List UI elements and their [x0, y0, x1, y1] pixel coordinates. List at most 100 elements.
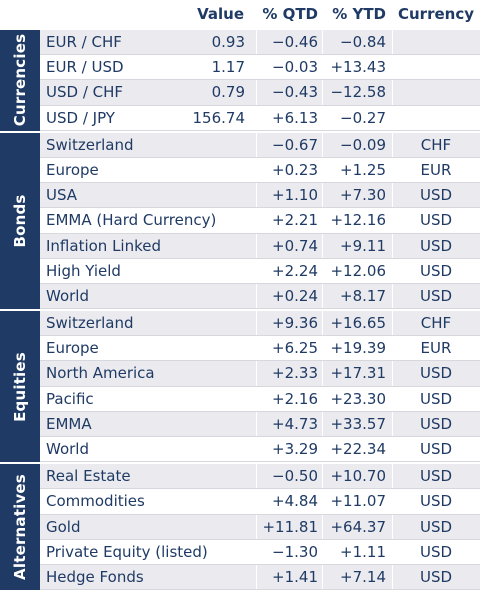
row-qtd: +0.24	[272, 286, 318, 305]
table-row: World +0.24 +8.17 USD	[40, 283, 480, 310]
row-name: World	[46, 286, 89, 305]
column-divider	[322, 258, 323, 284]
table-row: High Yield +2.24 +12.06 USD	[40, 258, 480, 284]
row-currency: USD	[419, 186, 453, 205]
row-name: Switzerland	[46, 314, 134, 333]
header-value: Value	[197, 5, 244, 23]
column-divider	[392, 80, 393, 106]
section-label: Alternatives	[11, 474, 29, 581]
section-bonds: Bonds Switzerland −0.67 −0.09 CHF Europe +0.23…	[0, 132, 480, 310]
row-name: Hedge Fonds	[46, 567, 144, 586]
table-row: World +3.29 +22.34 USD	[40, 437, 480, 463]
row-ytd: +64.37	[330, 517, 386, 536]
row-qtd: +2.21	[272, 211, 318, 230]
row-divider	[40, 513, 480, 515]
table-row: Hedge Fonds +1.41 +7.14 USD	[40, 564, 480, 591]
column-divider	[256, 564, 257, 591]
row-divider	[40, 79, 480, 81]
column-divider	[256, 489, 257, 515]
column-divider	[392, 183, 393, 209]
row-name: USD / JPY	[46, 108, 115, 127]
row-qtd: +11.81	[262, 517, 318, 536]
section-side-bar: Alternatives	[0, 464, 40, 591]
row-currency: EUR	[420, 160, 452, 179]
row-qtd: +4.84	[272, 492, 318, 511]
row-qtd: +1.10	[272, 186, 318, 205]
row-ytd: +7.14	[340, 567, 386, 586]
row-qtd: +6.25	[272, 339, 318, 358]
row-ytd: +12.06	[330, 261, 386, 280]
row-currency: USD	[419, 414, 453, 433]
column-divider	[322, 208, 323, 234]
column-divider	[322, 564, 323, 591]
column-divider	[392, 233, 393, 259]
column-divider	[256, 208, 257, 234]
row-qtd: +6.13	[272, 108, 318, 127]
row-qtd: +4.73	[272, 414, 318, 433]
row-currency: USD	[419, 467, 453, 486]
row-ytd: +10.70	[330, 467, 386, 486]
row-divider	[40, 335, 480, 337]
row-currency: USD	[419, 542, 453, 561]
row-name: Private Equity (listed)	[46, 542, 208, 561]
column-divider	[322, 539, 323, 565]
column-divider	[392, 283, 393, 310]
section-label: Bonds	[11, 194, 29, 248]
row-name: North America	[46, 364, 155, 383]
row-name: Inflation Linked	[46, 236, 162, 255]
column-divider	[322, 437, 323, 463]
row-currency: USD	[419, 389, 453, 408]
column-divider	[256, 311, 257, 337]
column-divider	[256, 105, 257, 131]
column-divider	[392, 30, 393, 56]
column-divider	[392, 361, 393, 387]
row-name: Commodities	[46, 492, 145, 511]
row-currency: USD	[419, 286, 453, 305]
row-ytd: +7.30	[340, 186, 386, 205]
row-divider	[40, 308, 480, 310]
table-row: Pacific +2.16 +23.30 USD	[40, 386, 480, 412]
row-divider	[40, 589, 480, 591]
row-divider	[40, 385, 480, 387]
row-name: EMMA (Hard Currency)	[46, 211, 217, 230]
row-ytd: −0.27	[340, 108, 386, 127]
column-divider	[392, 157, 393, 184]
header-qtd: % QTD	[262, 5, 318, 23]
section-label: Equities	[11, 351, 29, 422]
column-divider	[392, 336, 393, 362]
column-divider	[392, 411, 393, 437]
row-divider	[40, 207, 480, 209]
column-divider	[256, 539, 257, 565]
row-ytd: +8.17	[340, 286, 386, 305]
table-row: EMMA (Hard Currency) +2.21 +12.16 USD	[40, 208, 480, 234]
column-divider	[322, 311, 323, 337]
section-label: Currencies	[11, 34, 29, 127]
row-qtd: −0.43	[272, 83, 318, 102]
column-divider	[256, 258, 257, 284]
row-currency: USD	[419, 364, 453, 383]
table-row: EMMA +4.73 +33.57 USD	[40, 411, 480, 437]
table-row: EUR / CHF 0.93 −0.46 −0.84	[40, 30, 480, 56]
header-currency: Currency	[398, 5, 475, 23]
row-divider	[40, 563, 480, 565]
column-divider	[392, 386, 393, 412]
column-divider	[256, 157, 257, 184]
column-divider	[322, 55, 323, 81]
row-qtd: +9.36	[272, 314, 318, 333]
column-divider	[322, 386, 323, 412]
table-row: Private Equity (listed) −1.30 +1.11 USD	[40, 539, 480, 565]
column-divider	[256, 132, 257, 158]
column-divider	[392, 464, 393, 490]
row-ytd: +19.39	[330, 339, 386, 358]
column-divider	[256, 514, 257, 540]
column-divider	[256, 55, 257, 81]
section-equities: Equities Switzerland +9.36 +16.65 CHF Europe +…	[0, 311, 480, 463]
table-row: North America +2.33 +17.31 USD	[40, 361, 480, 387]
row-qtd: −0.67	[272, 135, 318, 154]
column-divider	[256, 464, 257, 490]
table-row: Switzerland −0.67 −0.09 CHF	[40, 132, 480, 158]
column-divider	[392, 514, 393, 540]
column-divider	[322, 411, 323, 437]
column-divider	[322, 183, 323, 209]
